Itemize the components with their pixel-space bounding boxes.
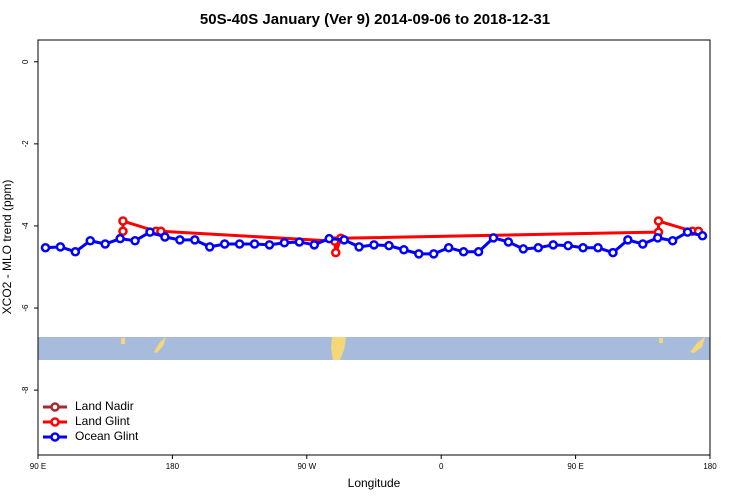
x-tick-label: 180 bbox=[166, 462, 180, 471]
y-tick-label: -6 bbox=[21, 304, 30, 312]
y-tick-label: -4 bbox=[21, 222, 30, 230]
data-point bbox=[488, 233, 499, 243]
y-tick-label: 0 bbox=[21, 59, 30, 64]
x-tick-label: 90 E bbox=[30, 462, 46, 471]
y-tick-label: -8 bbox=[21, 386, 30, 394]
y-tick-label: -2 bbox=[21, 140, 30, 148]
legend-marker bbox=[50, 417, 60, 427]
x-tick-label: 0 bbox=[439, 462, 444, 471]
legend-label: Land Nadir bbox=[75, 399, 134, 413]
data-point bbox=[175, 235, 185, 245]
data-point bbox=[85, 235, 96, 246]
land bbox=[331, 337, 346, 360]
data-point bbox=[548, 240, 558, 250]
data-point bbox=[518, 244, 529, 254]
data-point bbox=[234, 239, 245, 249]
data-point bbox=[331, 247, 341, 258]
data-point bbox=[563, 240, 573, 251]
data-point bbox=[667, 235, 678, 246]
data-point bbox=[354, 242, 364, 252]
data-point bbox=[100, 239, 110, 249]
data-point bbox=[204, 242, 215, 252]
legend-label: Ocean Glint bbox=[75, 429, 139, 443]
x-tick-label: 90 W bbox=[297, 462, 316, 471]
ocean-band bbox=[38, 337, 710, 360]
legend-label: Land Glint bbox=[75, 414, 130, 428]
data-point bbox=[249, 239, 260, 249]
land bbox=[121, 338, 125, 344]
data-point bbox=[399, 245, 409, 255]
data-point bbox=[219, 239, 230, 249]
x-axis-label: Longitude bbox=[348, 476, 401, 490]
data-point bbox=[697, 231, 708, 241]
data-point bbox=[428, 249, 439, 259]
data-point bbox=[682, 227, 693, 237]
land bbox=[659, 338, 663, 343]
land bbox=[690, 337, 705, 353]
data-point bbox=[414, 249, 424, 259]
data-point bbox=[55, 242, 66, 252]
data-point bbox=[279, 238, 290, 248]
data-point bbox=[533, 242, 544, 253]
plot-frame bbox=[37, 39, 711, 456]
data-point bbox=[578, 242, 588, 253]
x-tick-label: 180 bbox=[703, 462, 717, 471]
y-axis-label: XCO2 - MLO trend (ppm) bbox=[0, 180, 14, 315]
legend-marker bbox=[50, 402, 60, 412]
data-point bbox=[443, 242, 454, 253]
data-point bbox=[190, 235, 200, 245]
data-point bbox=[264, 240, 275, 250]
data-point bbox=[145, 227, 155, 237]
data-point bbox=[118, 226, 128, 237]
data-point bbox=[130, 235, 140, 246]
data-point bbox=[160, 232, 170, 242]
legend-marker bbox=[50, 432, 60, 442]
data-point bbox=[458, 247, 469, 257]
data-point bbox=[652, 233, 663, 243]
land bbox=[154, 337, 166, 353]
data-point bbox=[70, 247, 81, 257]
chart-title: 50S-40S January (Ver 9) 2014-09-06 to 20… bbox=[200, 11, 550, 28]
data-point bbox=[623, 235, 633, 245]
data-point bbox=[339, 235, 349, 245]
data-point bbox=[118, 216, 128, 226]
data-point bbox=[309, 240, 320, 250]
data-point bbox=[369, 240, 379, 250]
map-strip bbox=[38, 337, 710, 360]
data-point bbox=[593, 242, 603, 253]
data-point bbox=[608, 247, 618, 258]
data-point bbox=[384, 240, 394, 251]
x-tick-label: 90 E bbox=[567, 462, 583, 471]
data-point bbox=[638, 239, 648, 249]
data-point bbox=[503, 237, 514, 247]
data-point bbox=[473, 247, 484, 257]
data-point bbox=[653, 216, 664, 226]
data-point bbox=[40, 242, 51, 253]
data-point bbox=[115, 233, 125, 244]
data-point bbox=[294, 237, 305, 247]
data-point bbox=[324, 233, 334, 244]
